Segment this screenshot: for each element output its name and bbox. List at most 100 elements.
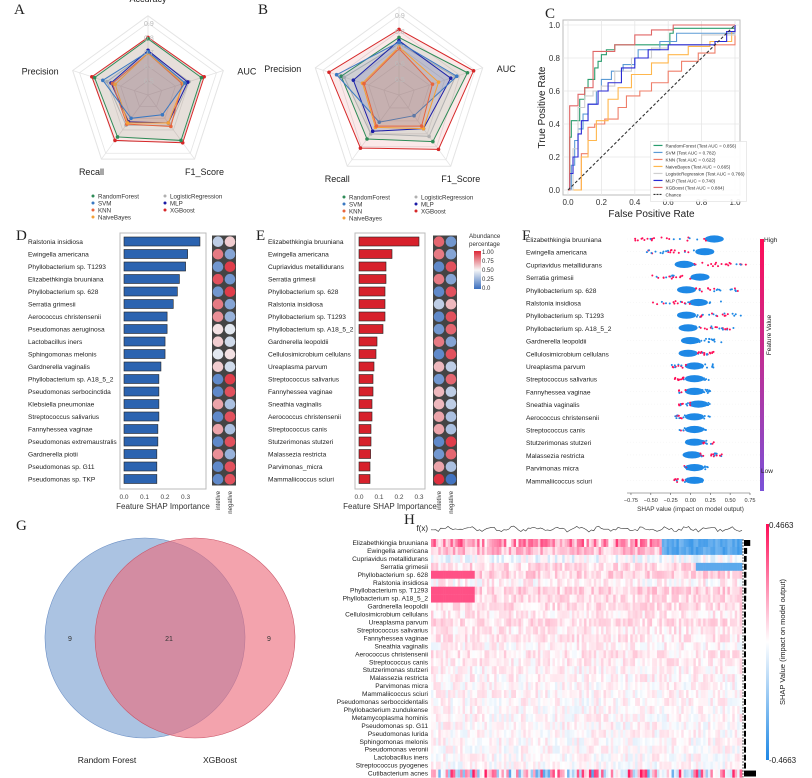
heatmap-importance-bar xyxy=(744,555,747,562)
heatmap-cell xyxy=(705,658,709,667)
heatmap-cell xyxy=(438,698,442,707)
heatmap-cell xyxy=(596,570,599,579)
heatmap-cell xyxy=(520,586,524,595)
heatmap-cell xyxy=(642,713,646,723)
shap-point xyxy=(700,466,703,469)
heatmap-cell xyxy=(540,618,544,627)
heatmap-cell xyxy=(455,618,459,627)
heatmap-cell xyxy=(669,761,672,770)
heatmap-cell xyxy=(435,705,439,715)
heatmap-cell xyxy=(571,554,575,564)
heatmap-cell xyxy=(503,682,507,691)
heatmap-cell xyxy=(486,721,490,730)
heatmap-cell xyxy=(737,642,740,651)
bar xyxy=(123,311,168,322)
heatmap-cell xyxy=(503,594,507,603)
heatmap-cell xyxy=(571,753,575,762)
heatmap-cell xyxy=(486,562,490,571)
shap-point xyxy=(693,439,696,442)
heatmap-cell xyxy=(554,713,558,723)
heatmap-cell xyxy=(460,586,463,595)
heatmap-cell xyxy=(705,745,709,754)
heatmap-cell xyxy=(552,674,556,683)
heatmap-cell xyxy=(535,570,539,579)
heatmap-cell xyxy=(710,610,714,619)
heatmap-cell xyxy=(472,729,476,738)
heatmap-cell xyxy=(477,578,480,587)
heatmap-cell xyxy=(431,594,434,603)
heatmap-cell xyxy=(494,713,497,723)
heatmap-cell xyxy=(601,539,604,548)
heatmap-cell xyxy=(737,729,740,738)
bar-category-label: Phyllobacterium sp. 628 xyxy=(28,289,99,296)
heatmap-cell xyxy=(608,737,612,746)
heatmap-cell xyxy=(569,769,573,778)
heatmap-cell xyxy=(567,570,570,579)
heatmap-cell xyxy=(479,594,483,603)
heatmap-cell xyxy=(717,602,721,611)
heatmap-cell xyxy=(588,674,592,683)
heatmap-cell xyxy=(467,562,471,571)
heatmap-cell xyxy=(627,562,631,571)
heatmap-cell xyxy=(564,618,568,627)
heatmap-cell xyxy=(732,594,736,603)
heatmap-cell xyxy=(479,626,483,635)
shap-point xyxy=(711,363,714,366)
heatmap-cell xyxy=(632,586,636,595)
heatmap-cell xyxy=(637,769,641,778)
heatmap-cell xyxy=(705,698,709,707)
heatmap-cell xyxy=(732,610,736,619)
shap-point xyxy=(684,389,687,392)
heatmap-cell xyxy=(630,674,633,683)
heatmap-cell xyxy=(654,729,658,738)
heatmap-cell xyxy=(639,602,643,611)
heatmap-cell xyxy=(688,554,692,564)
heatmap-cell xyxy=(479,650,483,659)
shap-xtick-label: −0.50 xyxy=(644,498,658,504)
heatmap-cell xyxy=(613,705,616,715)
heatmap-cell xyxy=(644,650,648,659)
heatmap-cell xyxy=(676,618,680,627)
bar-category-label: Serratia grimesii xyxy=(268,277,316,284)
heatmap-cell xyxy=(712,658,716,667)
heatmap-cell xyxy=(460,546,463,556)
heatmap-cell xyxy=(703,562,706,571)
heatmap-cell xyxy=(596,546,599,556)
heatmap-cell xyxy=(435,642,439,651)
heatmap-cell xyxy=(467,705,471,715)
heatmap-cell xyxy=(455,705,459,715)
heatmap-cell xyxy=(574,562,578,571)
heatmap-cell xyxy=(739,562,743,571)
heatmap-cell xyxy=(703,682,706,691)
heatmap-cell xyxy=(605,658,609,667)
heatmap-cell xyxy=(644,594,648,603)
heatmap-cell xyxy=(659,539,663,548)
heatmap-cell xyxy=(673,626,677,635)
heatmap-cell xyxy=(622,690,626,699)
heatmap-cell xyxy=(455,690,459,699)
heatmap-cell xyxy=(627,721,631,730)
heatmap-cell xyxy=(496,626,500,635)
heatmap-cell xyxy=(608,650,612,659)
heatmap-cell xyxy=(528,674,531,683)
heatmap-cell xyxy=(438,713,442,723)
heatmap-cell xyxy=(698,666,701,675)
heatmap-cell xyxy=(455,729,459,738)
heatmap-cell xyxy=(686,618,689,627)
heatmap-cell xyxy=(491,634,495,643)
heatmap-cell xyxy=(635,602,638,611)
heatmap-importance-bar xyxy=(744,730,746,737)
radar-point xyxy=(377,120,382,124)
heatmap-cell xyxy=(603,626,607,635)
heatmap-cell xyxy=(584,626,587,635)
heatmap-cell xyxy=(632,650,636,659)
radar-point xyxy=(339,74,343,79)
heatmap-cell xyxy=(469,705,473,715)
heatmap-cell xyxy=(656,554,660,564)
heatmap-cell xyxy=(528,698,531,707)
heatmap-cell xyxy=(593,682,597,691)
heatmap-cell xyxy=(433,769,437,778)
heatmap-cell xyxy=(501,674,505,683)
heatmap-cell xyxy=(562,539,565,548)
heatmap-cell xyxy=(635,539,638,548)
